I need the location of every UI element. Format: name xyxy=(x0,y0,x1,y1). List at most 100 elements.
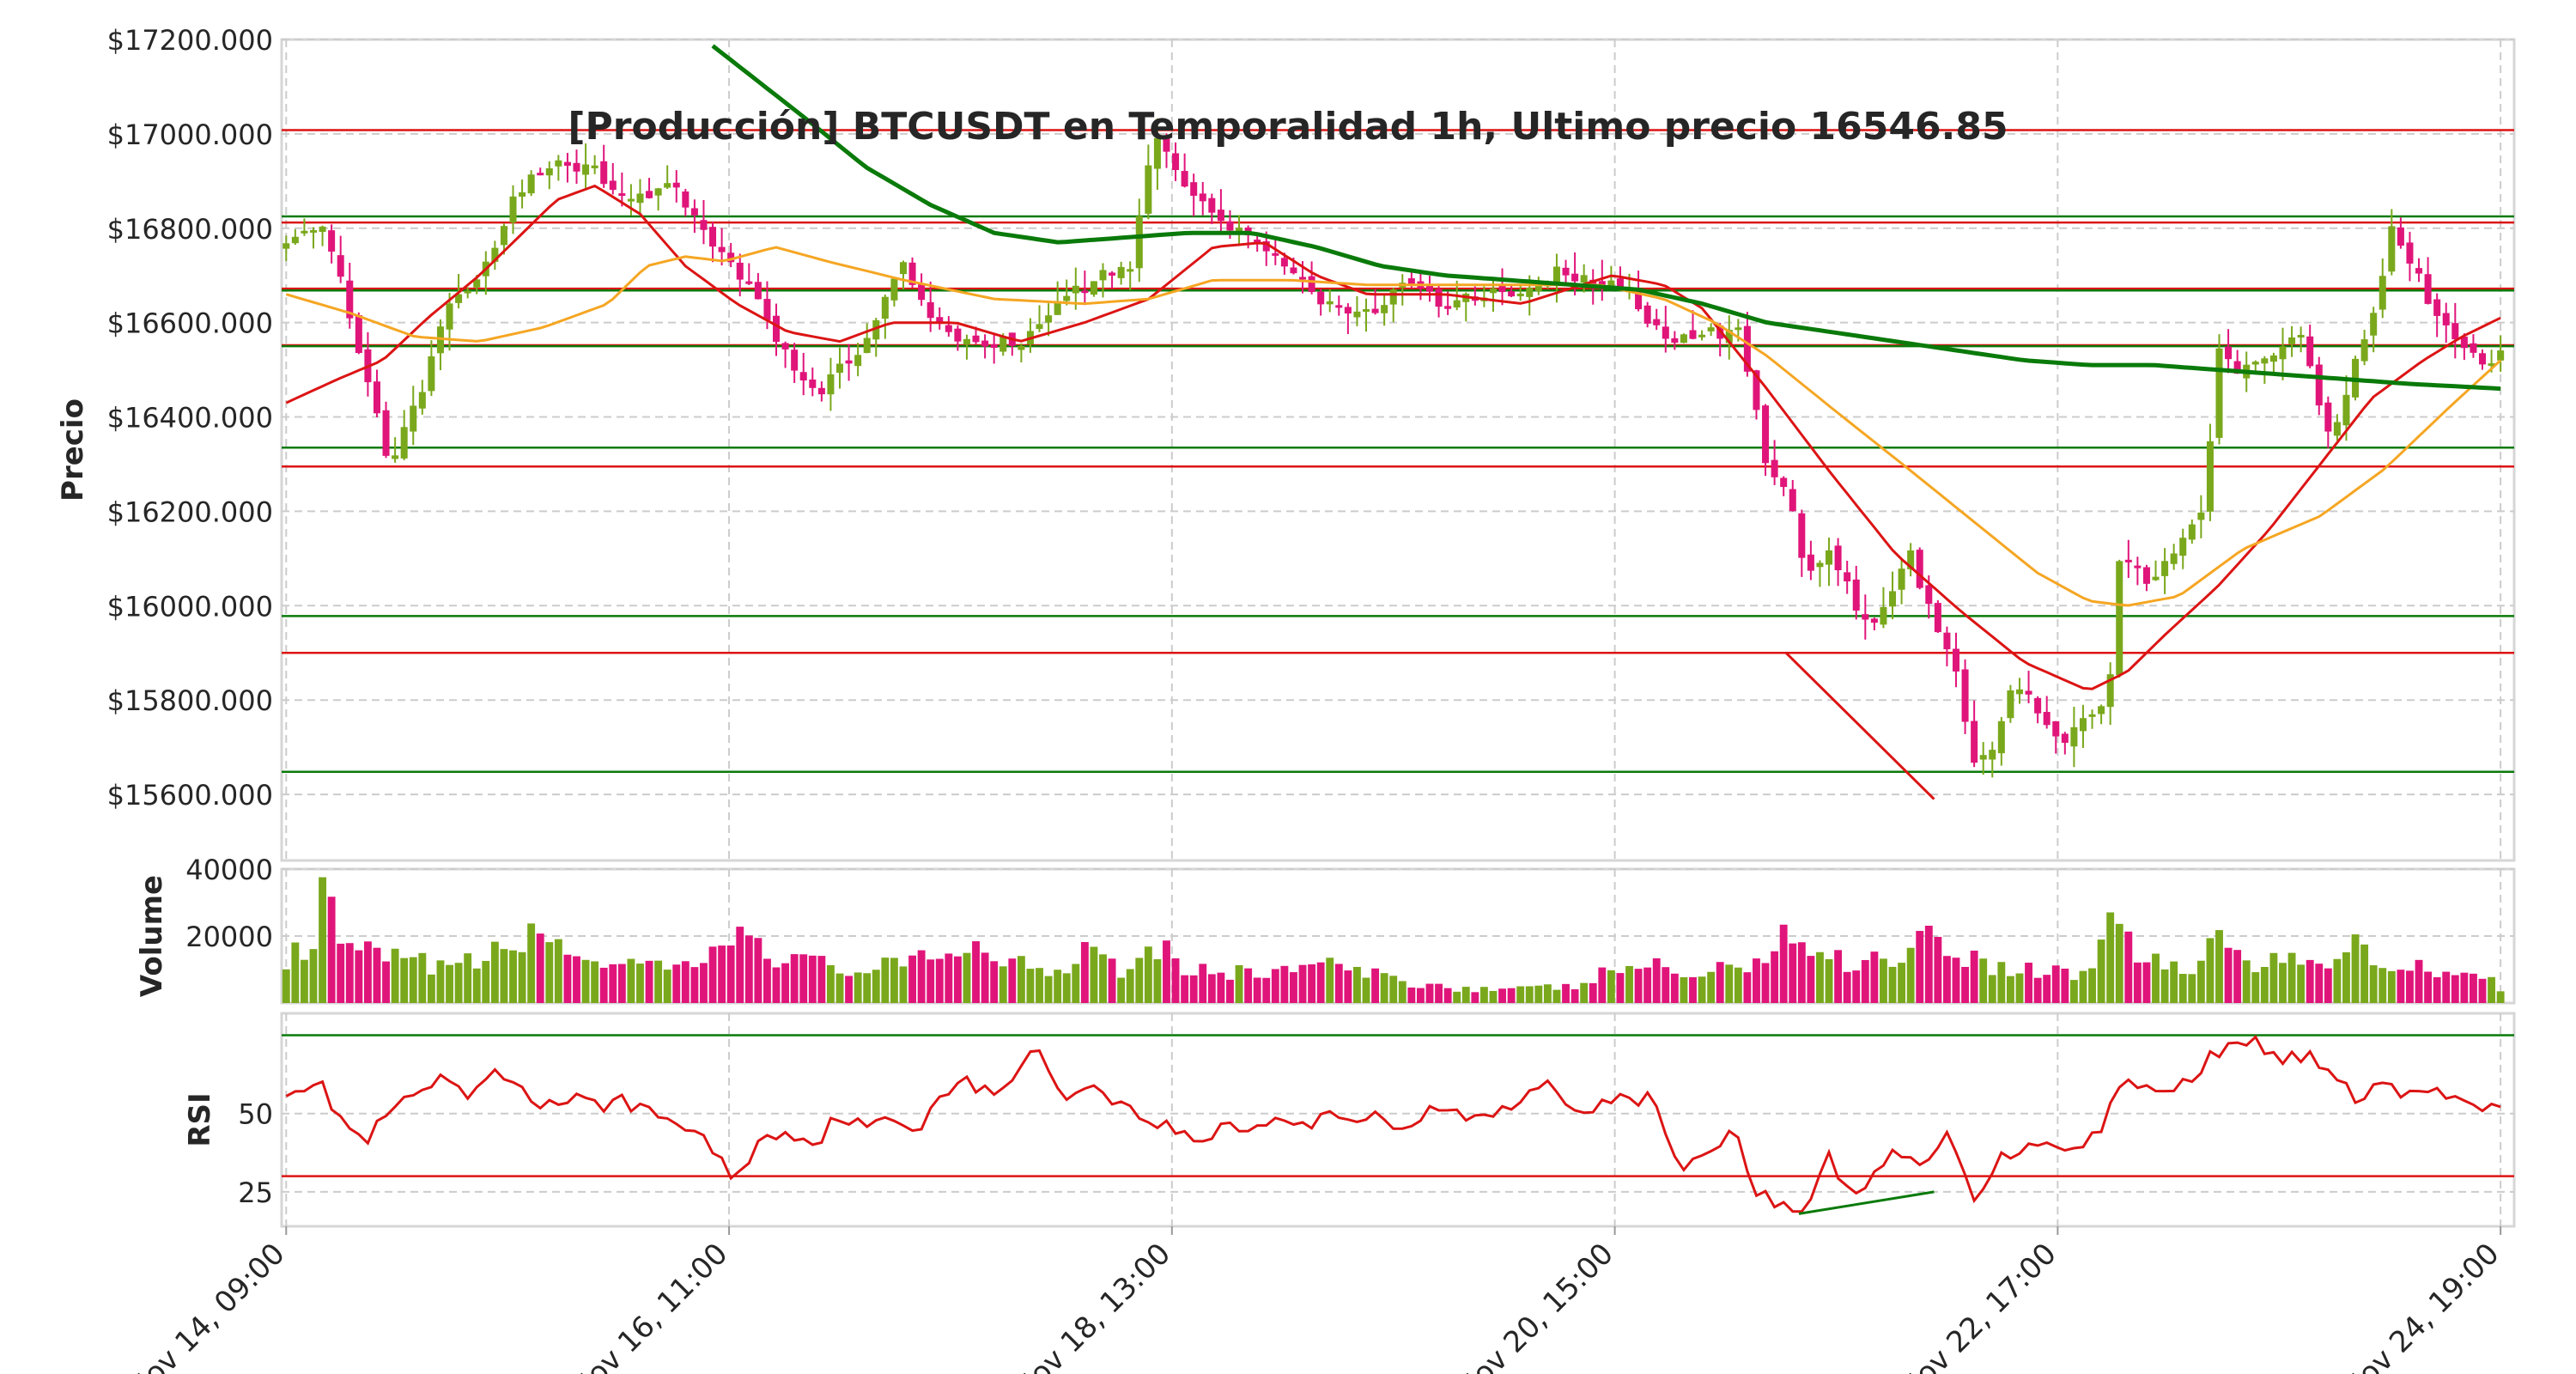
candle-body xyxy=(1109,272,1116,276)
volume-bar xyxy=(500,949,508,1003)
candle-body xyxy=(1099,270,1107,281)
candle xyxy=(600,144,608,188)
candle xyxy=(2297,326,2305,353)
volume-bar xyxy=(1825,958,1833,1003)
candle-body xyxy=(1852,579,1860,611)
candle-body xyxy=(791,350,799,371)
volume-bar xyxy=(591,961,599,1003)
candle xyxy=(1689,310,1697,340)
candle xyxy=(1844,560,1851,594)
volume-bar xyxy=(908,955,916,1003)
volume-bar xyxy=(708,946,717,1003)
candle xyxy=(918,273,926,307)
candle-body xyxy=(754,282,762,300)
volume-bar xyxy=(409,957,417,1003)
candle-body xyxy=(519,192,526,197)
volume-bar xyxy=(2351,934,2360,1003)
volume-bar xyxy=(2279,963,2287,1003)
candle-body xyxy=(373,381,380,414)
candle xyxy=(545,161,553,190)
candle xyxy=(1643,301,1651,328)
volume-bar xyxy=(1144,946,1152,1003)
volume-bar xyxy=(1461,987,1470,1003)
candle-body xyxy=(1272,252,1279,256)
candle-body xyxy=(1979,755,1987,760)
volume-bar xyxy=(1607,970,1615,1003)
candle-body xyxy=(1127,269,1134,272)
volume-bar xyxy=(482,960,490,1003)
volume-bar xyxy=(1226,979,1234,1003)
candle xyxy=(1135,198,1143,283)
candle-body xyxy=(1172,153,1180,170)
candle xyxy=(1952,632,1960,688)
volume-bar xyxy=(872,970,880,1003)
candle xyxy=(2161,548,2169,594)
candle-body xyxy=(2424,274,2432,304)
candle xyxy=(1172,142,1180,181)
volume-bar xyxy=(754,938,762,1003)
candle-body xyxy=(537,173,544,176)
volume-bar xyxy=(2152,953,2160,1003)
volume-bar xyxy=(1072,964,1080,1003)
candle-body xyxy=(1063,295,1071,301)
candle-body xyxy=(727,252,735,263)
candle-body xyxy=(2470,343,2477,353)
volume-bar xyxy=(1616,973,1625,1003)
volume-bar xyxy=(2196,960,2205,1003)
volume-bar xyxy=(1834,950,1843,1003)
candle xyxy=(2025,671,2032,703)
volume-bar xyxy=(2061,968,2069,1003)
candle-body xyxy=(1344,307,1352,314)
volume-bar xyxy=(337,943,345,1003)
volume-bar xyxy=(1126,969,1134,1003)
volume-bar xyxy=(744,935,753,1003)
volume-bar xyxy=(1534,985,1543,1003)
candle xyxy=(845,344,853,381)
candle-body xyxy=(1435,289,1443,307)
candle-body xyxy=(555,160,562,167)
volume-bar xyxy=(1044,976,1053,1003)
candle-body xyxy=(2460,337,2468,349)
volume-bar xyxy=(981,952,989,1003)
volume-bar xyxy=(2315,964,2324,1003)
volume-bar xyxy=(1525,986,1534,1003)
candle xyxy=(1153,118,1161,191)
candle xyxy=(591,155,598,174)
candle-body xyxy=(545,167,553,176)
candle xyxy=(1598,259,1606,301)
candle xyxy=(1018,343,1025,362)
volume-bar xyxy=(2215,930,2223,1003)
candle-body xyxy=(1552,266,1560,286)
volume-bar xyxy=(490,941,499,1003)
candle-body xyxy=(1453,300,1461,308)
candle-body xyxy=(1317,291,1325,305)
volume-bar xyxy=(2133,962,2142,1003)
volume-bar xyxy=(418,952,427,1003)
candle xyxy=(464,287,471,299)
candle-body xyxy=(1671,337,1679,344)
volume-bar xyxy=(935,958,944,1003)
candle xyxy=(809,368,817,397)
candle-body xyxy=(1598,281,1606,285)
candle-body xyxy=(2206,441,2214,512)
candle xyxy=(1353,295,1361,326)
volume-bar xyxy=(518,951,526,1003)
candle xyxy=(2179,528,2187,569)
volume-bar xyxy=(1753,958,1760,1003)
volume-bar xyxy=(427,974,435,1003)
price-tick-label: $17200.000 xyxy=(107,24,273,57)
candle xyxy=(1807,540,1814,581)
candle-body xyxy=(2061,733,2069,743)
candle-body xyxy=(1780,477,1788,488)
candle-body xyxy=(773,315,781,343)
candle xyxy=(555,155,562,181)
candle-body xyxy=(1425,285,1434,292)
volume-bar xyxy=(1489,990,1498,1003)
candle-body xyxy=(799,372,807,381)
volume-bar xyxy=(2406,970,2414,1003)
volume-bar xyxy=(1290,972,1297,1003)
candle-body xyxy=(609,180,617,191)
candle-body xyxy=(591,165,598,168)
candle-body xyxy=(1571,273,1579,282)
volume-bar xyxy=(2424,971,2433,1003)
